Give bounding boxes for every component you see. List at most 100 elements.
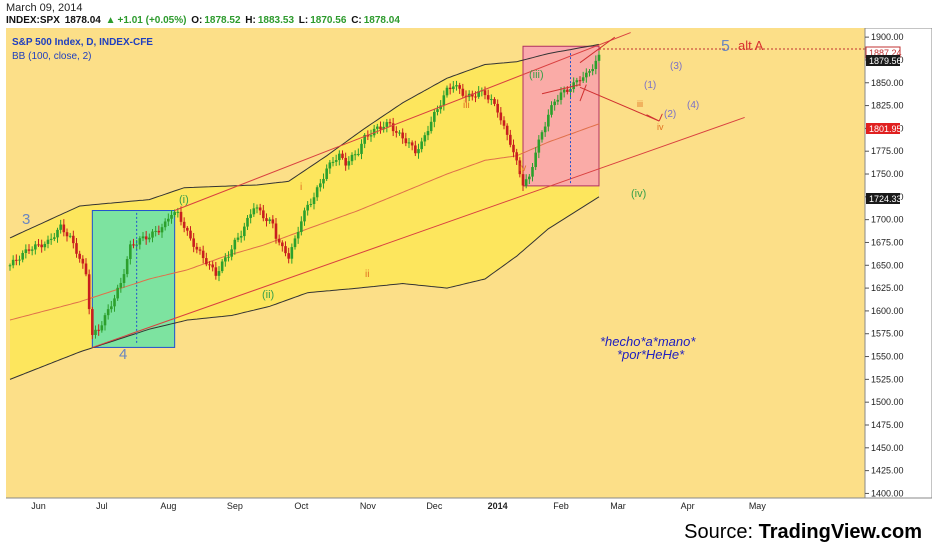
candle-body xyxy=(296,232,300,239)
candle-body xyxy=(230,249,233,257)
candle-body xyxy=(588,71,591,73)
candle-body xyxy=(122,274,126,284)
wave-5-pointer-line xyxy=(579,36,616,64)
candle-body xyxy=(246,217,249,227)
price-tick-label: 1500.00 xyxy=(871,397,904,407)
wave-3-label: 3 xyxy=(22,211,30,228)
candle-body xyxy=(75,243,78,254)
candle-body xyxy=(395,131,398,133)
candle-body xyxy=(547,114,550,127)
candle-body xyxy=(227,256,230,258)
candle-body xyxy=(458,85,461,89)
close-label: C: xyxy=(351,15,362,26)
candle-body xyxy=(290,247,294,259)
candle-body xyxy=(559,92,563,100)
price-axis-background xyxy=(864,27,932,499)
date-tick-label: Sep xyxy=(227,501,243,511)
date-tick-label: Oct xyxy=(294,501,309,511)
note-line-2: *por*HeHe* xyxy=(617,347,685,362)
candle-body xyxy=(243,226,246,237)
candle-body xyxy=(277,238,281,243)
price-tick-label: 1650.00 xyxy=(871,260,904,270)
price-tick-label: 1475.00 xyxy=(871,420,904,430)
candle-body xyxy=(534,152,537,168)
candle-body xyxy=(363,134,366,144)
price-tag-1879: 1879.56 xyxy=(866,55,902,66)
candle-body xyxy=(388,122,392,124)
wave-iii-orange-label: iii xyxy=(463,100,470,111)
candle-body xyxy=(27,249,31,251)
wave-iv-small-label: iv xyxy=(657,122,664,132)
candle-body xyxy=(103,315,107,326)
price-tick-label: 1575.00 xyxy=(871,329,904,339)
wave-iv-orange-label: iv xyxy=(519,163,526,174)
indicator-label: BB (100, close, 2) xyxy=(12,51,92,62)
candle-body xyxy=(391,123,395,132)
candle-body xyxy=(15,259,18,261)
candle-body xyxy=(306,204,309,211)
price-tick-label: 1850.00 xyxy=(871,78,904,88)
candle-body xyxy=(255,207,259,209)
candle-body xyxy=(249,214,252,218)
candle-body xyxy=(300,221,303,233)
candle-body xyxy=(433,111,436,122)
source-label: Source: xyxy=(684,521,754,543)
date-tick-label: Dec xyxy=(426,501,443,511)
candle-body xyxy=(518,160,522,175)
candle-body xyxy=(499,112,503,121)
candle-body xyxy=(404,138,408,144)
quote-line: INDEX:SPX 1878.04 ▲ +1.01 (+0.05%) O: 1878… xyxy=(6,15,402,26)
wave-i-green-label: (i) xyxy=(179,194,189,206)
candle-body xyxy=(591,69,594,72)
date-tick-label: 2014 xyxy=(488,501,508,511)
price-tag-1724: 1724.33 xyxy=(866,193,902,204)
candle-body xyxy=(198,249,202,251)
candle-body xyxy=(436,109,439,112)
price-tag-1887-label: 1887.24 xyxy=(869,48,902,58)
candle-body xyxy=(129,244,132,260)
alt-a-arrowhead-right xyxy=(658,113,663,122)
candle-body xyxy=(429,121,433,132)
candle-body xyxy=(366,134,370,137)
candle-body xyxy=(151,231,154,238)
candle-body xyxy=(566,89,569,92)
candle-body xyxy=(236,237,240,240)
candle-body xyxy=(556,99,560,102)
candle-body xyxy=(515,152,518,161)
price-axis: 1400.00 1425.00 1450.00 1475.00 1500.00 1525.… xyxy=(864,27,932,499)
candle-body xyxy=(110,306,113,310)
price-tick-label: 1550.00 xyxy=(871,352,904,362)
date-tick-label: Apr xyxy=(681,501,695,511)
price-tick-label: 1525.00 xyxy=(871,374,904,384)
candle-body xyxy=(170,214,173,219)
candle-body xyxy=(575,80,579,83)
candle-body xyxy=(287,253,290,259)
candle-body xyxy=(426,131,430,136)
candle-body xyxy=(56,229,59,238)
candle-body xyxy=(461,88,465,96)
candle-body xyxy=(509,134,512,145)
candle-body xyxy=(211,264,214,268)
candle-body xyxy=(173,212,176,215)
candle-body xyxy=(407,142,411,144)
candle-body xyxy=(201,250,205,259)
up-triangle-icon: ▲ xyxy=(105,15,116,26)
candle-body xyxy=(132,244,135,246)
candle-body xyxy=(417,149,420,154)
candle-body xyxy=(59,224,62,230)
price-tick-label: 1700.00 xyxy=(871,215,904,225)
candle-body xyxy=(477,91,480,97)
candle-body xyxy=(401,132,404,139)
price-tag-1724-label: 1724.33 xyxy=(869,194,902,204)
candle-body xyxy=(303,210,306,222)
wave-1-paren-label: (1) xyxy=(644,80,656,91)
candle-body xyxy=(148,237,151,240)
candle-body xyxy=(328,162,332,169)
candle-body xyxy=(65,232,69,237)
candle-body xyxy=(553,101,556,106)
candle-body xyxy=(442,95,446,106)
wave-iii-green-label: (iii) xyxy=(529,69,544,81)
price-tick-label: 1675.00 xyxy=(871,237,904,247)
upper-channel-line xyxy=(174,32,631,211)
open-label: O: xyxy=(191,15,203,26)
